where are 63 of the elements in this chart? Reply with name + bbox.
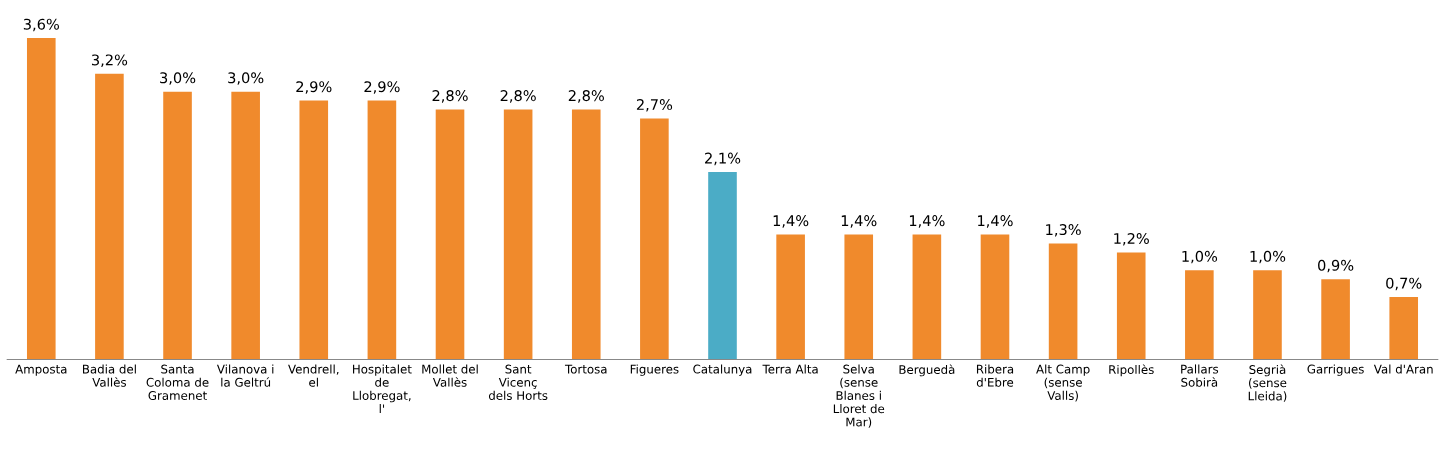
data-label: 2,8% [568, 90, 604, 103]
data-label: 1,0% [1182, 250, 1218, 264]
bar [640, 118, 669, 360]
data-label: 2,1% [705, 152, 741, 166]
x-tick-label: Garrigues [1307, 364, 1364, 376]
x-tick-label: Santa Coloma de Gramenet [146, 364, 209, 400]
bar [299, 100, 329, 360]
data-label: 1,0% [1250, 250, 1286, 264]
data-label: 1,3% [1046, 224, 1081, 237]
x-tick-label: Alt Camp (sense Valls) [1036, 364, 1090, 402]
data-label: 2,9% [364, 81, 400, 94]
bar [95, 73, 124, 360]
x-tick-label: Figueres [630, 364, 679, 376]
x-tick-label: Ripollès [1109, 364, 1154, 377]
data-label: 1,4% [841, 215, 877, 228]
x-tick-label: Catalunya [693, 364, 752, 376]
bar [912, 234, 942, 360]
bar [231, 91, 260, 360]
x-tick-label: Val d'Aran [1373, 364, 1433, 374]
x-tick-label: Vilanova i la Geltrú [216, 364, 274, 387]
bar [844, 234, 874, 360]
x-tick-label: Mollet del Vallès [422, 364, 478, 387]
data-label: 1,4% [909, 215, 945, 228]
data-label: 2,9% [296, 81, 332, 94]
x-tick-label: Segrià (sense Lleida) [1248, 364, 1287, 402]
bar [1116, 252, 1146, 360]
bar [1253, 270, 1282, 360]
data-label: 0,9% [1318, 259, 1354, 273]
data-label: 2,7% [636, 99, 673, 112]
bar [1389, 297, 1419, 360]
data-label: 3,2% [91, 54, 128, 67]
bar [571, 109, 601, 360]
bar [435, 109, 465, 360]
x-tick-label: Hospitalet de Llobregat, l' [353, 364, 412, 414]
data-label: 1,2% [1114, 232, 1149, 246]
data-label: 1,4% [978, 215, 1013, 228]
x-tick-label: Badia del Vallès [83, 364, 136, 387]
x-tick-label: Sant Vicenç dels Horts [488, 364, 548, 400]
data-label: 3,0% [160, 72, 196, 85]
data-label: 2,8% [500, 90, 536, 103]
bar [1048, 243, 1078, 360]
bar [980, 234, 1010, 360]
x-tick-label: Vendrell, el [288, 364, 339, 387]
bar [503, 109, 533, 360]
data-label: 2,8% [432, 90, 468, 103]
bar [1185, 270, 1214, 360]
data-label: 0,7% [1386, 277, 1422, 291]
bar [708, 172, 737, 360]
x-tick-label: Terra Alta [762, 364, 818, 374]
bar [367, 100, 397, 360]
x-tick-label: Amposta [15, 364, 67, 376]
bar [776, 234, 805, 360]
data-label: 1,4% [773, 215, 809, 228]
bar [163, 91, 192, 360]
x-tick-label: Berguedà [899, 364, 955, 377]
x-tick-label: Pallars Sobirà [1181, 364, 1219, 387]
data-label: 3,0% [228, 72, 264, 85]
bar [26, 38, 56, 360]
bar [1321, 279, 1350, 360]
x-tick-label: Ribera d'Ebre [976, 364, 1014, 387]
x-tick-label: Selva (sense Blanes i Lloret de Mar) [833, 364, 885, 428]
data-label: 3,6% [23, 18, 60, 32]
x-tick-label: Tortosa [564, 364, 607, 374]
